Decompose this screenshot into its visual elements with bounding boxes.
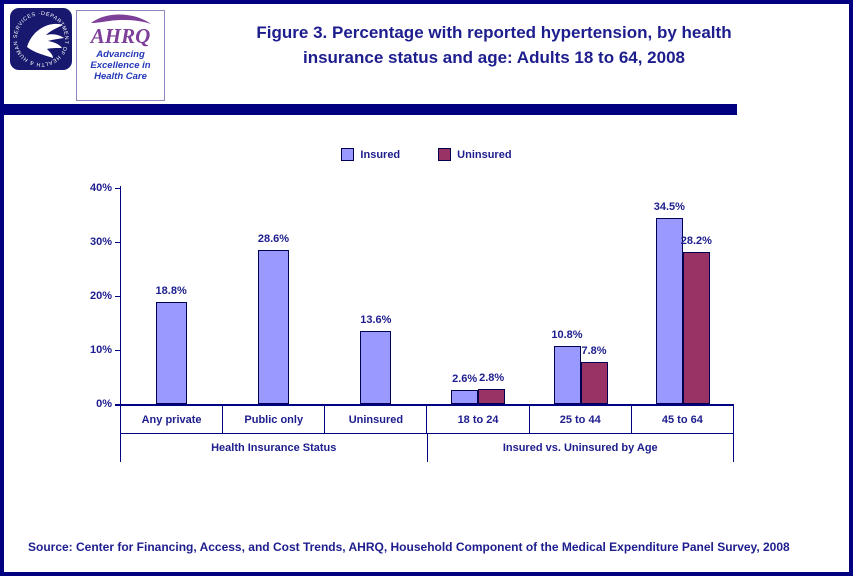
bar-value-label: 18.8% <box>155 285 187 298</box>
bar-insured <box>553 345 581 404</box>
bar-value-label: 28.6% <box>257 232 290 245</box>
source-note: Source: Center for Financing, Access, an… <box>28 540 790 554</box>
legend-item-uninsured: Uninsured <box>438 148 512 161</box>
group-axis: Health Insurance Status Insured vs. Unins… <box>120 434 734 462</box>
ahrq-tagline-line1: Advancing <box>96 49 145 60</box>
bar-value-label: 28.2% <box>680 234 712 247</box>
group-label: Insured vs. Uninsured by Age <box>428 434 734 462</box>
y-tick-mark <box>115 188 120 189</box>
y-tick-mark <box>115 350 120 351</box>
y-tick-mark <box>115 242 120 243</box>
bar-insured <box>258 249 289 404</box>
bar-value-label: 2.8% <box>479 371 505 384</box>
bar-value-label: 10.8% <box>551 328 583 341</box>
category-label: 45 to 64 <box>632 406 734 433</box>
y-tick-label: 40% <box>89 182 112 194</box>
y-tick-label: 30% <box>89 236 112 248</box>
bar-insured <box>360 330 392 404</box>
figure-title: Figure 3. Percentage with reported hyper… <box>154 20 834 70</box>
ahrq-tagline-line2: Excellence in <box>90 60 151 71</box>
bar-uninsured <box>580 361 608 404</box>
ahrq-tagline-line3: Health Care <box>94 71 147 82</box>
bar-value-label: 34.5% <box>653 200 685 213</box>
category-label: Uninsured <box>325 406 428 433</box>
ahrq-wordmark: AHRQ <box>90 24 151 48</box>
legend-item-insured: Insured <box>341 148 400 161</box>
legend-label: Uninsured <box>457 148 512 161</box>
bar-value-label: 13.6% <box>360 313 392 326</box>
bar-value-label: 2.6% <box>452 372 478 385</box>
hhs-logo: DEPARTMENT OF HEALTH & HUMAN SERVICES · … <box>10 8 72 70</box>
category-axis: Any private Public only Uninsured 18 to 24 2… <box>120 406 734 434</box>
figure-title-line2: insurance status and age: Adults 18 to 6… <box>302 48 685 67</box>
group-label: Health Insurance Status <box>121 434 428 462</box>
category-label: Any private <box>121 406 224 433</box>
figure-title-line1: Figure 3. Percentage with reported hyper… <box>256 23 732 42</box>
x-axis-line <box>115 404 734 406</box>
bar-insured <box>451 389 479 404</box>
bar-uninsured <box>478 388 506 404</box>
divider-bar <box>4 104 737 115</box>
category-label: 25 to 44 <box>530 406 632 433</box>
legend-swatch-insured <box>341 148 355 161</box>
y-tick-label: 20% <box>89 290 112 302</box>
ahrq-logo: AHRQ Advancing Excellence in Health Care <box>76 10 165 101</box>
bar-insured <box>155 302 187 404</box>
y-tick-label: 10% <box>89 344 112 356</box>
bar-value-label: 7.8% <box>581 344 607 357</box>
ahrq-tagline: Advancing Excellence in Health Care <box>77 49 164 82</box>
chart-legend: Insured Uninsured <box>4 148 849 161</box>
bar-insured <box>655 217 683 404</box>
category-label: Public only <box>223 406 326 433</box>
y-tick-mark <box>115 296 120 297</box>
y-tick-label: 0% <box>96 398 112 410</box>
bar-uninsured <box>682 251 710 404</box>
hhs-eagle-icon <box>27 23 64 58</box>
ahrq-eagle-icon <box>90 14 151 24</box>
category-label: 18 to 24 <box>427 406 530 433</box>
legend-swatch-uninsured <box>438 148 452 161</box>
y-axis-line <box>120 186 121 404</box>
legend-label: Insured <box>360 148 401 161</box>
